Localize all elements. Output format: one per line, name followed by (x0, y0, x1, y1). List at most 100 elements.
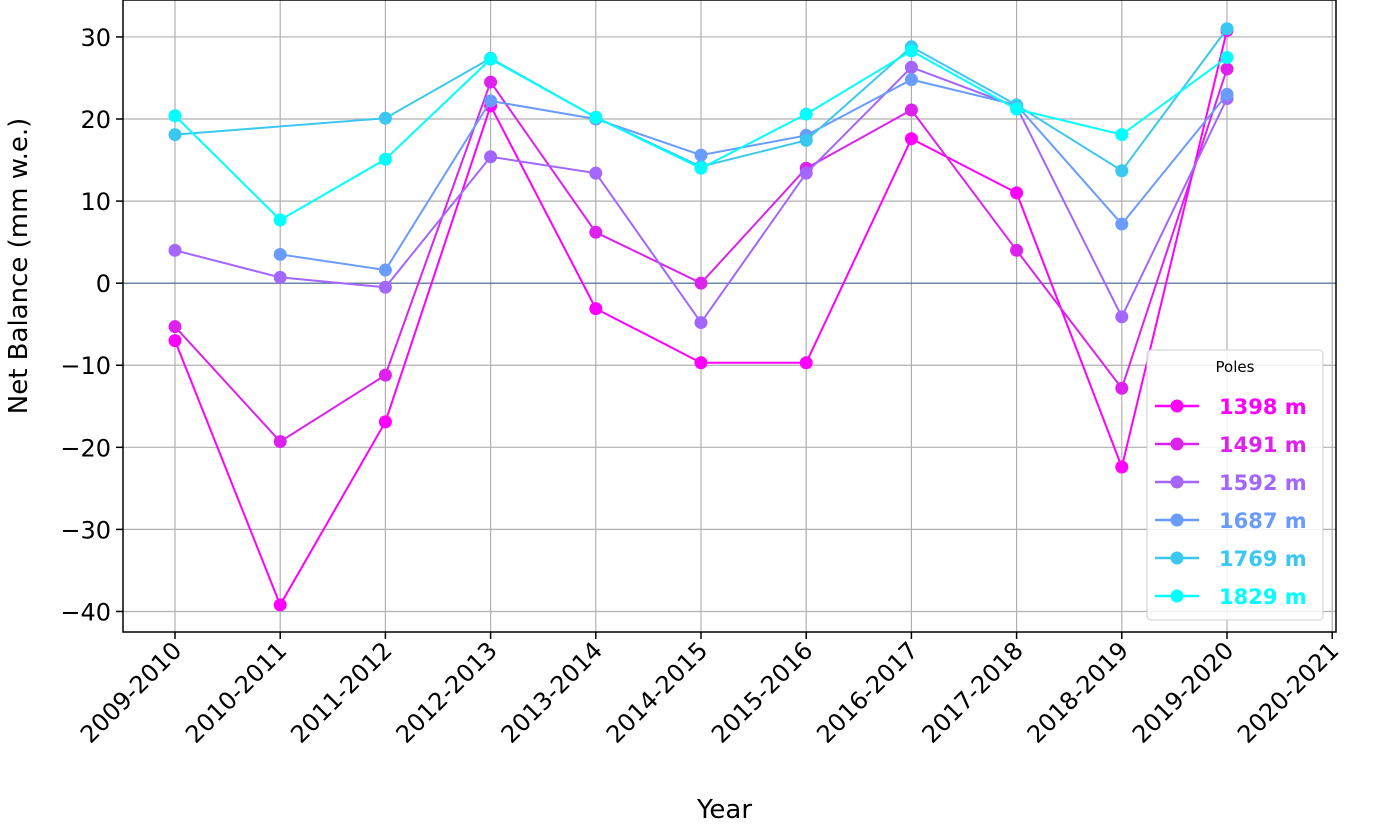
data-point (273, 213, 287, 227)
data-point (273, 598, 287, 612)
data-point (378, 415, 392, 429)
data-point (484, 150, 498, 164)
data-point (1220, 62, 1234, 76)
legend-label: 1491 m (1219, 433, 1307, 457)
data-point (1010, 186, 1024, 200)
y-tick-label: −40 (60, 598, 111, 626)
y-tick-label: −10 (60, 352, 111, 380)
legend-item: 1398 m (1155, 395, 1307, 419)
data-point (1115, 310, 1129, 324)
data-point (168, 128, 182, 142)
y-tick-label: 10 (80, 188, 111, 216)
data-point (799, 133, 813, 147)
x-tick-label: 2015-2016 (706, 636, 818, 748)
data-point (1115, 217, 1129, 231)
legend-label: 1829 m (1219, 585, 1307, 609)
data-point (589, 302, 603, 316)
x-tick-label: 2017-2018 (917, 636, 1029, 748)
data-point (904, 132, 918, 146)
legend-item: 1769 m (1155, 547, 1307, 571)
data-point (168, 243, 182, 257)
x-tick-label: 2009-2010 (75, 636, 187, 748)
data-point (904, 73, 918, 87)
data-point (168, 320, 182, 334)
data-point (1115, 128, 1129, 142)
data-point (273, 435, 287, 449)
series-line (174, 28, 1228, 173)
legend-item: 1687 m (1155, 509, 1307, 533)
data-point (694, 276, 708, 290)
legend-item: 1592 m (1155, 471, 1307, 495)
legend-swatch-marker (1170, 399, 1184, 413)
data-point (378, 152, 392, 166)
x-tick-label: 2012-2013 (391, 636, 503, 748)
legend-swatch-marker (1170, 551, 1184, 565)
data-point (799, 107, 813, 121)
data-point (1115, 460, 1129, 474)
data-point (904, 103, 918, 117)
x-tick-label: 2013-2014 (496, 636, 608, 748)
plot-frame (122, 0, 1337, 633)
y-tick-label: −30 (60, 516, 111, 544)
data-point (589, 110, 603, 124)
y-tick-label: 0 (96, 270, 111, 298)
data-point (694, 356, 708, 370)
data-point (273, 270, 287, 284)
data-point (694, 161, 708, 175)
data-point (694, 148, 708, 162)
legend-swatch-marker (1170, 513, 1184, 527)
data-point (168, 109, 182, 123)
data-point (378, 111, 392, 125)
series-1829m (168, 44, 1234, 227)
series-1491m (168, 62, 1234, 449)
data-point (589, 166, 603, 180)
data-point (1220, 50, 1234, 64)
legend-label: 1398 m (1219, 395, 1307, 419)
legend-swatch-marker (1170, 475, 1184, 489)
data-point (904, 44, 918, 58)
data-point (378, 368, 392, 382)
data-point (378, 280, 392, 294)
data-point (273, 247, 287, 261)
x-axis-label: Year (696, 795, 752, 825)
data-point (168, 334, 182, 348)
legend-title: Poles (1216, 358, 1255, 376)
legend-label: 1687 m (1219, 509, 1307, 533)
x-tick-label: 2011-2012 (285, 636, 397, 748)
data-point (1010, 243, 1024, 257)
legend-label: 1769 m (1219, 547, 1307, 571)
legend-item: 1491 m (1155, 433, 1307, 457)
x-axis-ticks: 2009-20102010-20112011-20122012-20132013… (75, 632, 1344, 749)
data-point (484, 75, 498, 89)
data-point (378, 263, 392, 277)
legend-item: 1829 m (1155, 585, 1307, 609)
data-point (799, 166, 813, 180)
legend-swatch-marker (1170, 589, 1184, 603)
legend: Poles 1398 m 1491 m 1592 m 1687 m 1769 m 1829… (1146, 349, 1324, 621)
data-point (484, 52, 498, 66)
y-axis-ticks: 30 20 10 0 −10 −20 −30 −40 (60, 24, 123, 626)
x-tick-label: 2018-2019 (1022, 636, 1134, 748)
y-axis-label: Net Balance (mm w.e.) (4, 118, 34, 414)
data-point (904, 60, 918, 74)
data-point (799, 356, 813, 370)
y-tick-label: −20 (60, 434, 111, 462)
data-point (589, 225, 603, 239)
legend-swatch-marker (1170, 437, 1184, 451)
series-layer (168, 22, 1234, 612)
data-point (1220, 22, 1234, 36)
x-tick-label: 2019-2020 (1127, 636, 1239, 748)
x-tick-label: 2020-2021 (1232, 636, 1344, 748)
y-tick-label: 30 (80, 24, 111, 52)
legend-box (1146, 349, 1324, 621)
x-tick-label: 2014-2015 (601, 636, 713, 748)
series-line (280, 78, 1228, 272)
data-point (694, 316, 708, 330)
x-tick-label: 2016-2017 (811, 636, 923, 748)
data-point (1220, 87, 1234, 101)
data-point (1010, 102, 1024, 116)
x-tick-label: 2010-2011 (180, 636, 292, 748)
legend-label: 1592 m (1219, 471, 1307, 495)
data-point (484, 94, 498, 108)
